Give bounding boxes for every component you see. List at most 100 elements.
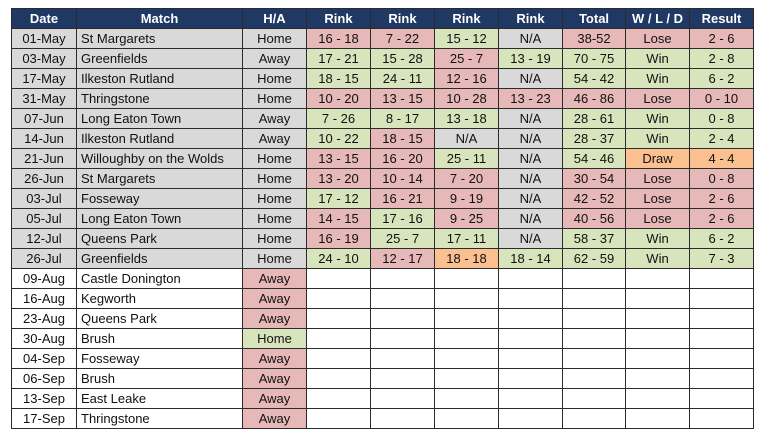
result-cell[interactable]: 2 - 6 <box>689 208 754 229</box>
wld-cell[interactable] <box>625 348 690 369</box>
total-cell[interactable]: 54 - 42 <box>562 68 626 89</box>
date-cell[interactable]: 04-Sep <box>11 348 77 369</box>
result-cell[interactable] <box>689 328 754 349</box>
rink3-cell[interactable] <box>434 348 499 369</box>
header-result[interactable]: Result <box>689 8 754 29</box>
total-cell[interactable]: 30 - 54 <box>562 168 626 189</box>
header-win-lose-draw[interactable]: W / L / D <box>625 8 690 29</box>
result-cell[interactable] <box>689 348 754 369</box>
total-cell[interactable]: 40 - 56 <box>562 208 626 229</box>
rink1-cell[interactable] <box>306 268 371 289</box>
result-cell[interactable]: 6 - 2 <box>689 68 754 89</box>
home-away-cell[interactable]: Home <box>242 148 307 169</box>
rink2-cell[interactable]: 15 - 28 <box>370 48 435 69</box>
match-cell[interactable]: Fosseway <box>76 348 243 369</box>
rink3-cell[interactable]: 25 - 7 <box>434 48 499 69</box>
date-cell[interactable]: 07-Jun <box>11 108 77 129</box>
rink4-cell[interactable]: N/A <box>498 168 563 189</box>
date-cell[interactable]: 31-May <box>11 88 77 109</box>
date-cell[interactable]: 23-Aug <box>11 308 77 329</box>
rink2-cell[interactable] <box>370 268 435 289</box>
result-cell[interactable] <box>689 388 754 409</box>
result-cell[interactable]: 2 - 6 <box>689 28 754 49</box>
date-cell[interactable]: 17-Sep <box>11 408 77 429</box>
result-cell[interactable]: 2 - 6 <box>689 188 754 209</box>
match-cell[interactable]: Queens Park <box>76 228 243 249</box>
total-cell[interactable]: 58 - 37 <box>562 228 626 249</box>
rink3-cell[interactable]: 18 - 18 <box>434 248 499 269</box>
match-cell[interactable]: Ilkeston Rutland <box>76 128 243 149</box>
rink3-cell[interactable] <box>434 408 499 429</box>
rink3-cell[interactable] <box>434 328 499 349</box>
result-cell[interactable]: 7 - 3 <box>689 248 754 269</box>
rink4-cell[interactable]: N/A <box>498 208 563 229</box>
rink1-cell[interactable] <box>306 408 371 429</box>
home-away-cell[interactable]: Home <box>242 328 307 349</box>
rink3-cell[interactable] <box>434 268 499 289</box>
total-cell[interactable] <box>562 268 626 289</box>
rink1-cell[interactable] <box>306 368 371 389</box>
total-cell[interactable]: 28 - 37 <box>562 128 626 149</box>
rink3-cell[interactable] <box>434 288 499 309</box>
rink4-cell[interactable] <box>498 408 563 429</box>
wld-cell[interactable]: Win <box>625 68 690 89</box>
rink4-cell[interactable] <box>498 268 563 289</box>
home-away-cell[interactable]: Away <box>242 368 307 389</box>
rink4-cell[interactable]: N/A <box>498 108 563 129</box>
home-away-cell[interactable]: Home <box>242 248 307 269</box>
rink2-cell[interactable]: 7 - 22 <box>370 28 435 49</box>
wld-cell[interactable] <box>625 268 690 289</box>
rink3-cell[interactable]: N/A <box>434 128 499 149</box>
header-total[interactable]: Total <box>562 8 626 29</box>
match-cell[interactable]: Fosseway <box>76 188 243 209</box>
rink2-cell[interactable]: 24 - 11 <box>370 68 435 89</box>
rink2-cell[interactable]: 10 - 14 <box>370 168 435 189</box>
result-cell[interactable] <box>689 408 754 429</box>
rink2-cell[interactable] <box>370 328 435 349</box>
date-cell[interactable]: 17-May <box>11 68 77 89</box>
rink1-cell[interactable] <box>306 328 371 349</box>
rink1-cell[interactable]: 17 - 12 <box>306 188 371 209</box>
home-away-cell[interactable]: Away <box>242 288 307 309</box>
rink3-cell[interactable]: 25 - 11 <box>434 148 499 169</box>
home-away-cell[interactable]: Away <box>242 388 307 409</box>
date-cell[interactable]: 14-Jun <box>11 128 77 149</box>
rink4-cell[interactable]: N/A <box>498 148 563 169</box>
rink1-cell[interactable]: 16 - 18 <box>306 28 371 49</box>
rink1-cell[interactable] <box>306 348 371 369</box>
wld-cell[interactable]: Win <box>625 248 690 269</box>
rink4-cell[interactable]: N/A <box>498 188 563 209</box>
rink4-cell[interactable]: N/A <box>498 228 563 249</box>
wld-cell[interactable]: Lose <box>625 168 690 189</box>
date-cell[interactable]: 30-Aug <box>11 328 77 349</box>
rink3-cell[interactable]: 9 - 19 <box>434 188 499 209</box>
rink2-cell[interactable]: 8 - 17 <box>370 108 435 129</box>
wld-cell[interactable]: Win <box>625 48 690 69</box>
rink2-cell[interactable]: 12 - 17 <box>370 248 435 269</box>
total-cell[interactable] <box>562 308 626 329</box>
wld-cell[interactable]: Lose <box>625 28 690 49</box>
date-cell[interactable]: 05-Jul <box>11 208 77 229</box>
rink2-cell[interactable] <box>370 348 435 369</box>
rink2-cell[interactable]: 16 - 20 <box>370 148 435 169</box>
total-cell[interactable] <box>562 288 626 309</box>
rink2-cell[interactable] <box>370 288 435 309</box>
rink1-cell[interactable] <box>306 388 371 409</box>
match-cell[interactable]: Willoughby on the Wolds <box>76 148 243 169</box>
rink1-cell[interactable]: 24 - 10 <box>306 248 371 269</box>
match-cell[interactable]: Thringstone <box>76 408 243 429</box>
home-away-cell[interactable]: Away <box>242 48 307 69</box>
total-cell[interactable] <box>562 388 626 409</box>
match-cell[interactable]: Castle Donington <box>76 268 243 289</box>
header-rink-2[interactable]: Rink <box>370 8 435 29</box>
home-away-cell[interactable]: Home <box>242 188 307 209</box>
match-cell[interactable]: Kegworth <box>76 288 243 309</box>
home-away-cell[interactable]: Home <box>242 168 307 189</box>
rink1-cell[interactable] <box>306 308 371 329</box>
rink1-cell[interactable]: 10 - 20 <box>306 88 371 109</box>
rink3-cell[interactable] <box>434 388 499 409</box>
rink3-cell[interactable]: 9 - 25 <box>434 208 499 229</box>
rink2-cell[interactable]: 13 - 15 <box>370 88 435 109</box>
rink1-cell[interactable] <box>306 288 371 309</box>
date-cell[interactable]: 16-Aug <box>11 288 77 309</box>
